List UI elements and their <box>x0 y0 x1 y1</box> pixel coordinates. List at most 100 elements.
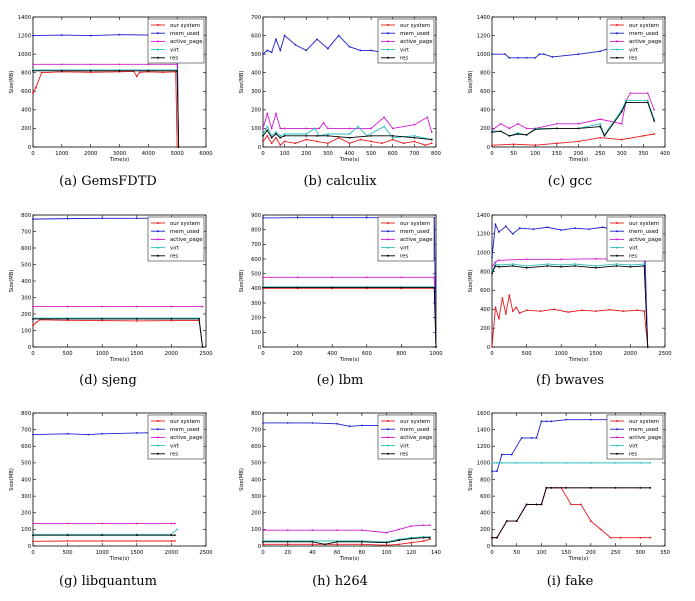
data-point <box>539 53 541 55</box>
data-point <box>615 462 617 464</box>
x-tick-label: 0 <box>261 550 264 556</box>
legend-entry: res <box>170 56 178 62</box>
legend-marker <box>387 238 389 240</box>
x-tick-label: 2000 <box>165 550 178 556</box>
legend-marker <box>157 49 159 51</box>
y-tick-label: 1600 <box>477 411 490 417</box>
data-point <box>383 126 385 128</box>
data-point <box>526 258 528 260</box>
x-tick-label: 100 <box>280 151 290 157</box>
data-point <box>136 534 138 536</box>
data-point <box>643 265 645 267</box>
legend-entry: our system <box>400 221 430 227</box>
data-point <box>435 346 437 348</box>
data-point <box>431 142 433 144</box>
data-point <box>361 543 363 545</box>
data-point <box>90 70 92 72</box>
data-point <box>171 540 173 542</box>
y-tick-label: 1200 <box>477 444 490 450</box>
data-point <box>578 123 580 125</box>
y-tick-label: 0 <box>258 345 261 351</box>
data-point <box>271 137 273 139</box>
x-tick-label: 1000 <box>55 151 68 157</box>
data-point <box>556 128 558 130</box>
data-point <box>505 225 507 227</box>
legend-entry: mem_used <box>170 31 199 37</box>
data-point <box>403 142 405 144</box>
legend-marker <box>157 24 159 26</box>
data-point <box>392 135 394 137</box>
y-tick-label: 0 <box>258 544 261 550</box>
y-tick-label: 1000 <box>477 461 490 467</box>
y-tick-label: 1200 <box>477 33 490 39</box>
data-point <box>526 309 528 311</box>
y-tick-label: 200 <box>21 312 31 318</box>
data-point <box>647 102 649 104</box>
data-point <box>500 130 502 132</box>
data-point <box>101 318 103 320</box>
y-tick-label: 0 <box>487 544 490 550</box>
data-point <box>429 524 431 526</box>
legend-entry: mem_used <box>400 229 429 235</box>
data-point <box>578 128 580 130</box>
legend-marker <box>387 247 389 249</box>
data-point <box>349 46 351 48</box>
data-point <box>67 433 69 435</box>
legend-entry: active_page <box>400 435 433 441</box>
legend-entry: res <box>400 254 408 260</box>
caption-g: (g) libquantum <box>8 574 208 589</box>
legend-marker <box>616 49 618 51</box>
data-point <box>275 137 277 139</box>
data-point <box>574 263 576 265</box>
data-point <box>279 144 281 146</box>
data-point <box>517 123 519 125</box>
y-tick-label: 400 <box>480 511 490 517</box>
data-point <box>647 346 649 348</box>
data-point <box>534 128 536 130</box>
data-point <box>284 35 286 37</box>
legend-entry: mem_used <box>629 427 658 433</box>
legend-entry: active_page <box>170 39 203 45</box>
y-tick-label: 500 <box>21 461 31 467</box>
x-tick-label: 300 <box>617 151 627 157</box>
data-point <box>279 128 281 130</box>
data-point <box>565 419 567 421</box>
data-point <box>496 537 498 539</box>
data-point <box>275 38 277 40</box>
y-tick-label: 1000 <box>477 52 490 58</box>
legend-marker <box>387 445 389 447</box>
x-tick-label: 1000 <box>96 351 109 357</box>
data-point <box>508 135 510 137</box>
data-point <box>560 258 562 260</box>
legend-entry: res <box>400 452 408 458</box>
x-axis-label: Time(s) <box>339 556 359 562</box>
data-point <box>32 35 34 37</box>
data-point <box>581 309 583 311</box>
y-tick-label: 1400 <box>477 15 490 21</box>
legend-entry: active_page <box>629 39 662 45</box>
y-tick-label: 700 <box>21 427 31 433</box>
y-tick-label: 700 <box>251 427 261 433</box>
data-point <box>521 437 523 439</box>
data-point <box>323 122 325 124</box>
data-point <box>599 118 601 120</box>
y-tick-label: 600 <box>251 444 261 450</box>
legend-entry: virt <box>629 443 638 449</box>
data-point <box>588 228 590 230</box>
data-point <box>174 534 176 536</box>
x-tick-label: 400 <box>660 151 670 157</box>
data-point <box>32 325 34 327</box>
data-point <box>501 462 503 464</box>
legend-entry: mem_used <box>629 229 658 235</box>
caption-e: (e) lbm <box>240 373 440 388</box>
y-tick-label: 400 <box>251 477 261 483</box>
legend-marker <box>157 428 159 430</box>
legend-entry: res <box>400 56 408 62</box>
caption-c: (c) gcc <box>470 174 670 189</box>
data-point <box>398 543 400 545</box>
data-point <box>90 63 92 65</box>
data-point <box>600 528 602 530</box>
